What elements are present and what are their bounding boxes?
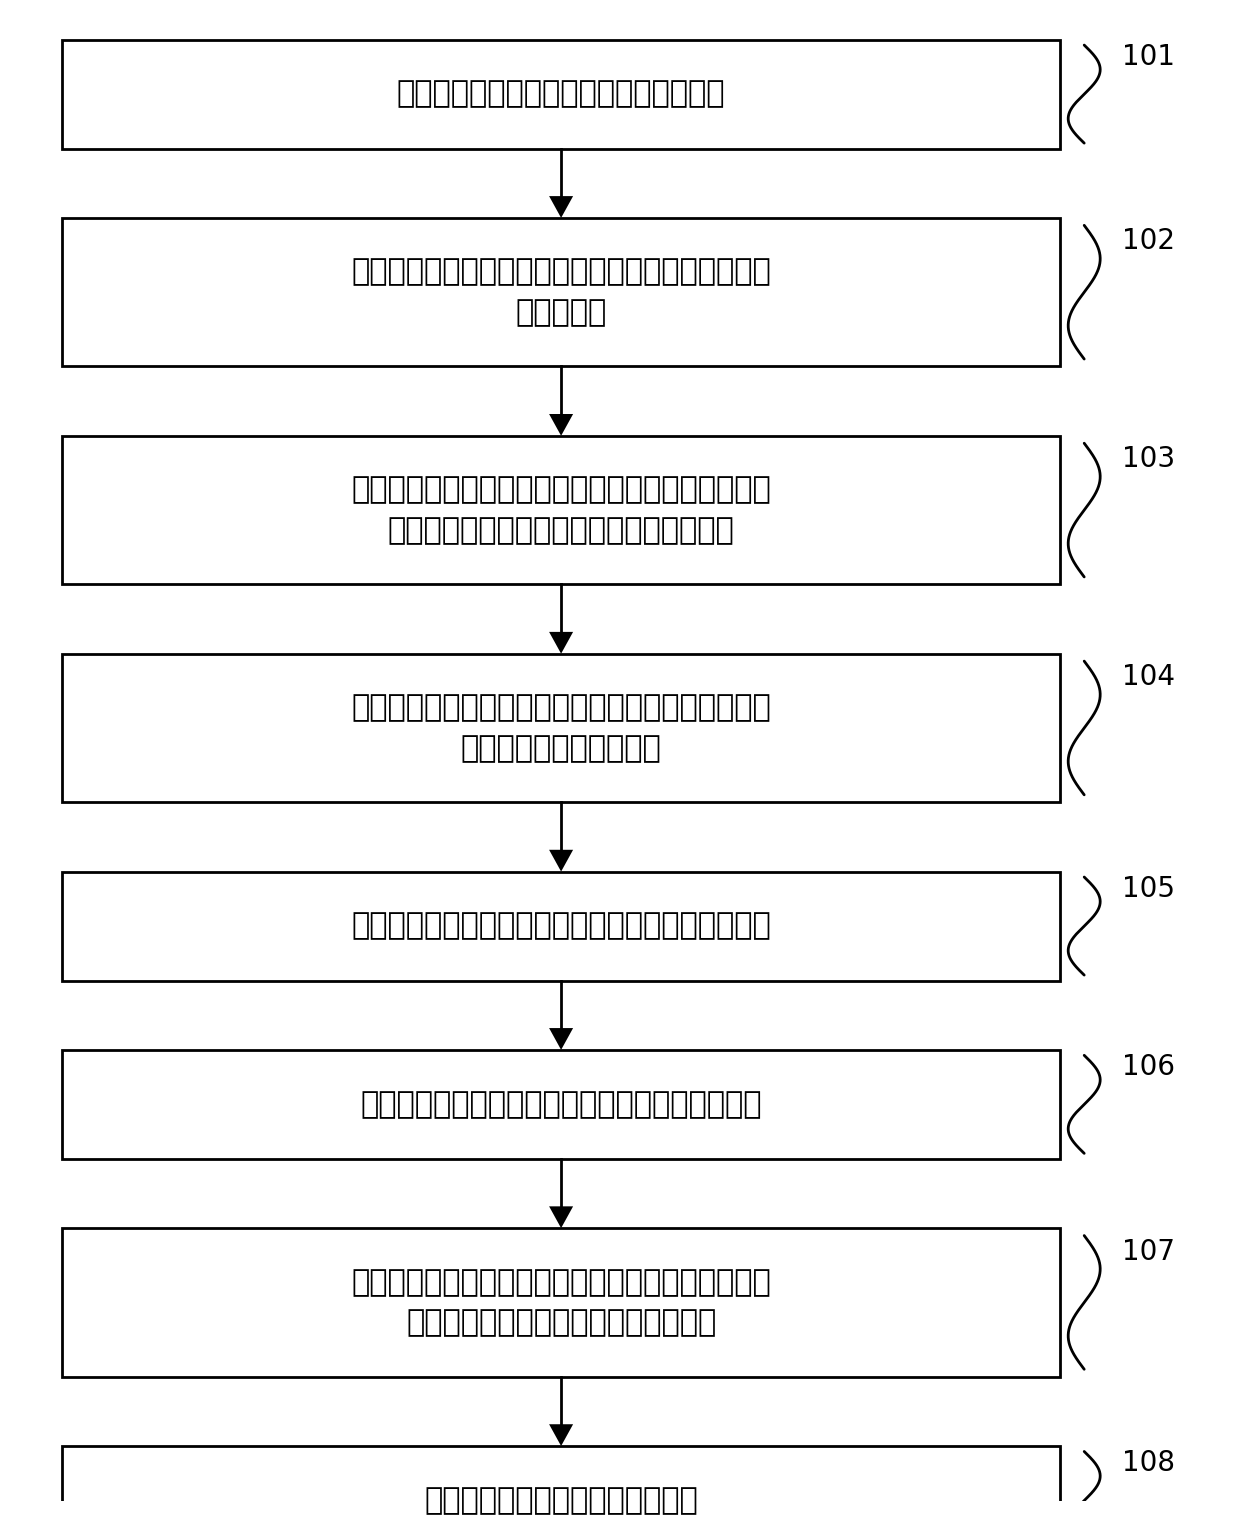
Bar	[62, 871, 1060, 980]
Text: 对初始物体进行持续数据跟踪，得到三维数据模型: 对初始物体进行持续数据跟踪，得到三维数据模型	[361, 1089, 761, 1120]
Text: 106: 106	[1122, 1053, 1176, 1082]
Text: 将贴图点云重建模型显示在屏幕上: 将贴图点云重建模型显示在屏幕上	[424, 1486, 698, 1515]
Text: 处理器对三维测量数据进行数据建立，得到初始物体: 处理器对三维测量数据进行数据建立，得到初始物体	[351, 912, 771, 941]
Polygon shape	[549, 632, 573, 653]
Text: 105: 105	[1122, 874, 1176, 903]
Polygon shape	[549, 1206, 573, 1229]
Bar	[62, 39, 1060, 148]
Bar	[62, 1445, 1060, 1515]
Polygon shape	[549, 1029, 573, 1050]
Text: 与至少一组深度摄像模组分别对应的处理器获取所述
被摄物体的三维测量数据: 与至少一组深度摄像模组分别对应的处理器获取所述 被摄物体的三维测量数据	[351, 694, 771, 762]
Text: 102: 102	[1122, 227, 1176, 256]
Polygon shape	[549, 414, 573, 436]
Polygon shape	[549, 1424, 573, 1445]
Bar	[62, 1229, 1060, 1377]
Bar	[62, 653, 1060, 803]
Text: 101: 101	[1122, 42, 1176, 71]
Bar	[62, 436, 1060, 585]
Text: 103: 103	[1122, 445, 1176, 473]
Text: 至少一组深度摄像模组同时获取被摄物体的参考点信
息，根据参考点信息得到三维点云数据集合: 至少一组深度摄像模组同时获取被摄物体的参考点信 息，根据参考点信息得到三维点云数…	[351, 476, 771, 545]
Text: 108: 108	[1122, 1450, 1176, 1477]
Text: 根据基线长度设置被摄物体的参考点，并拍摄，得到
参考点信息: 根据基线长度设置被摄物体的参考点，并拍摄，得到 参考点信息	[351, 258, 771, 327]
Bar	[62, 218, 1060, 367]
Polygon shape	[549, 850, 573, 871]
Text: 处理器将三维点云数据集合和三维数据模型进行数据
复合得到被摄物体的贴图点云重建模型: 处理器将三维点云数据集合和三维数据模型进行数据 复合得到被摄物体的贴图点云重建模…	[351, 1268, 771, 1338]
Text: 选取被摄物体，根据其特征确定基线长度: 选取被摄物体，根据其特征确定基线长度	[397, 80, 725, 109]
Bar	[62, 1050, 1060, 1159]
Text: 104: 104	[1122, 664, 1176, 691]
Text: 107: 107	[1122, 1238, 1176, 1265]
Polygon shape	[549, 195, 573, 218]
